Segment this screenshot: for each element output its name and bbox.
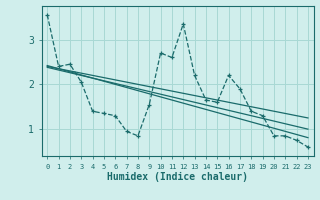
X-axis label: Humidex (Indice chaleur): Humidex (Indice chaleur) — [107, 172, 248, 182]
